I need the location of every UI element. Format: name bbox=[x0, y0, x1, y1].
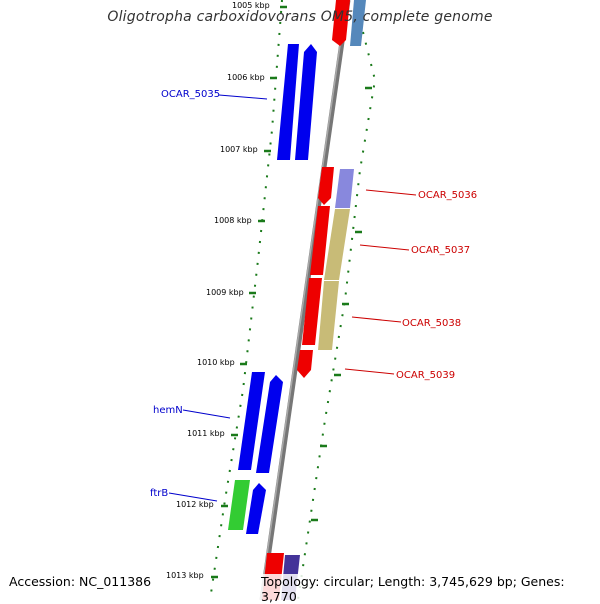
inner-guide-ring bbox=[209, 0, 283, 601]
gene-label-hemN[interactable]: hemN bbox=[153, 405, 183, 416]
gene-label-ocar-5037[interactable]: OCAR_5037 bbox=[411, 245, 470, 256]
gene-label-ocar-5039[interactable]: OCAR_5039 bbox=[396, 370, 455, 381]
accession-text: Accession: NC_011386 bbox=[7, 574, 154, 589]
topology-text: Topology: circular; Length: 3,745,629 bp… bbox=[259, 574, 600, 604]
tick-label: 1009 kbp bbox=[206, 288, 244, 297]
gene-labels: OCAR_5035 hemN ftrB OCAR_5036 OCAR_5037 … bbox=[150, 89, 477, 499]
gene-feature-ocar-5036[interactable] bbox=[318, 167, 334, 205]
gene-feature-ocar-5038b[interactable] bbox=[318, 281, 339, 350]
leader-ocar-5036 bbox=[365, 189, 417, 196]
gene-label-ocar-5035[interactable]: OCAR_5035 bbox=[161, 89, 220, 100]
tick-label: 1006 kbp bbox=[227, 73, 265, 82]
leader-ocar-5038 bbox=[351, 316, 402, 323]
leader-ftrB bbox=[168, 492, 218, 502]
gene-feature-top-red[interactable] bbox=[332, 0, 350, 46]
leader-ocar-5037 bbox=[359, 244, 410, 251]
gene-feature-ftrB-rna[interactable] bbox=[228, 480, 250, 530]
forward-strand-genes bbox=[228, 44, 317, 534]
tick-label: 1012 kbp bbox=[176, 500, 214, 509]
gene-feature-hemN[interactable] bbox=[238, 372, 265, 470]
gene-feature-top-steel[interactable] bbox=[350, 0, 366, 46]
leader-hemN bbox=[182, 409, 231, 419]
gene-feature-hemN-b[interactable] bbox=[256, 375, 283, 473]
label-leaders bbox=[168, 94, 417, 502]
leader-ocar-5035 bbox=[218, 94, 268, 100]
tick-label: 1010 kbp bbox=[197, 358, 235, 367]
gene-feature-ocar-5036b[interactable] bbox=[335, 169, 354, 208]
tick-label: 1005 kbp bbox=[232, 1, 270, 10]
gene-label-ftrB[interactable]: ftrB bbox=[150, 488, 168, 499]
gene-feature-ocar-5039[interactable] bbox=[297, 350, 313, 378]
tick-label: 1008 kbp bbox=[214, 216, 252, 225]
reverse-strand-genes bbox=[262, 0, 366, 600]
gene-feature-ftrB[interactable] bbox=[246, 483, 266, 534]
gene-feature-ocar-5038[interactable] bbox=[302, 278, 322, 345]
tick-labels: 1005 kbp 1006 kbp 1007 kbp 1008 kbp 1009… bbox=[166, 1, 270, 580]
tick-label: 1013 kbp bbox=[166, 571, 204, 580]
gene-feature-ocar-5035b[interactable] bbox=[295, 44, 317, 160]
gene-label-ocar-5036[interactable]: OCAR_5036 bbox=[418, 190, 477, 201]
gene-feature-ocar-5037b[interactable] bbox=[324, 209, 350, 280]
map-title: Oligotropha carboxidovorans OM5, complet… bbox=[107, 9, 493, 25]
genome-backbone bbox=[259, 0, 351, 601]
tick-label: 1011 kbp bbox=[187, 429, 225, 438]
gene-label-ocar-5038[interactable]: OCAR_5038 bbox=[402, 318, 461, 329]
genome-backbone-highlight bbox=[259, 0, 348, 601]
tick-marks bbox=[211, 5, 372, 579]
gene-feature-ocar-5035[interactable] bbox=[277, 44, 299, 160]
gene-feature-ocar-5037[interactable] bbox=[310, 206, 330, 275]
leader-ocar-5039 bbox=[344, 368, 395, 375]
tick-label: 1007 kbp bbox=[220, 145, 258, 154]
